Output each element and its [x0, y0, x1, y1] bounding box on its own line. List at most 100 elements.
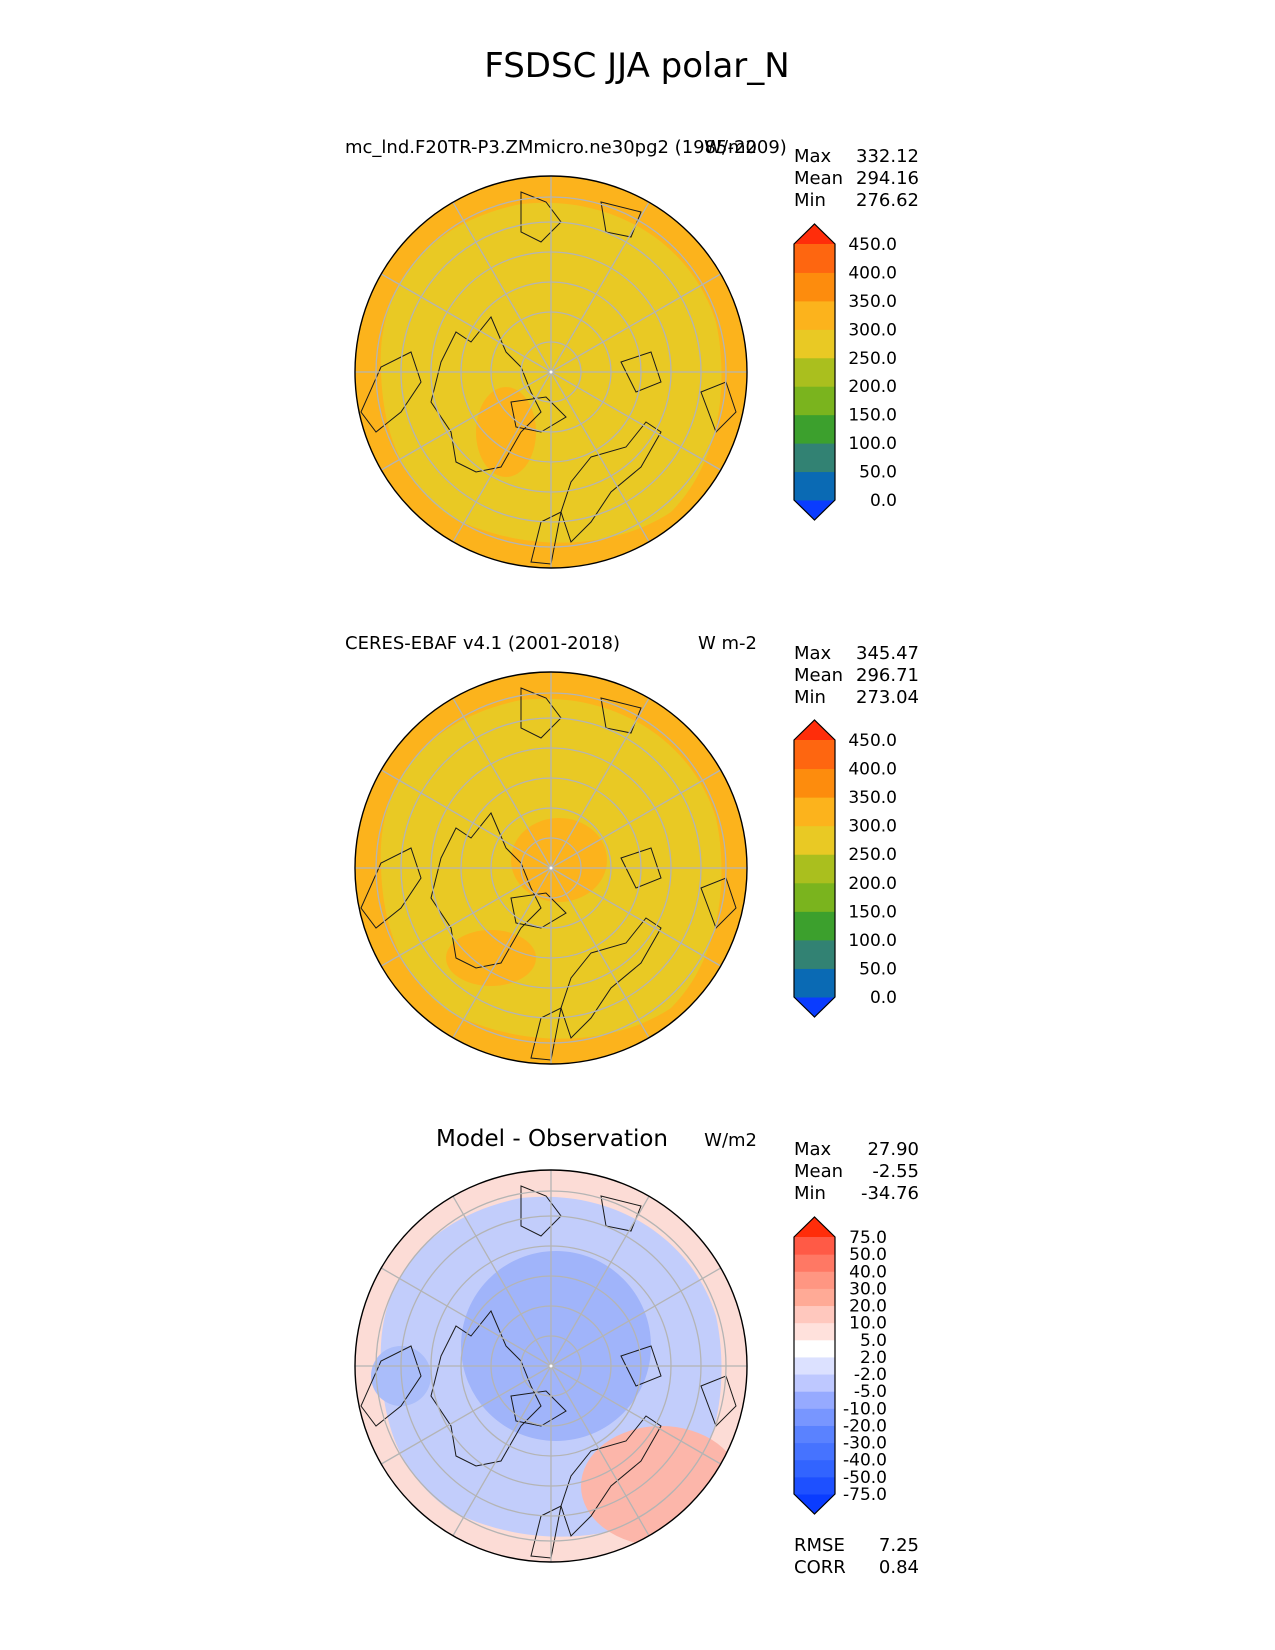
colorbar-segment: [794, 825, 835, 855]
meridian-4: [452, 867, 552, 1039]
colorbar-segment: [794, 768, 835, 798]
colorbar-segment: [794, 1391, 835, 1409]
coastline-1: [510, 1390, 567, 1427]
colorbar-tick-label: -2.0: [854, 1365, 887, 1385]
colorbar-tick-label: 450.0: [848, 235, 897, 255]
north-pole: [549, 1364, 553, 1368]
coastline-4: [620, 1345, 662, 1387]
colorbar-segment: [794, 1356, 835, 1375]
coastline-1: [510, 396, 567, 433]
colorbar-extend-max: [794, 224, 835, 244]
colorbar-segment: [794, 443, 835, 473]
panel-1-stat-mean-label: Mean: [794, 168, 843, 189]
coastline-0: [430, 1310, 542, 1467]
coastline-4: [620, 351, 662, 393]
colorbar-tick-label: -30.0: [843, 1434, 887, 1454]
colorbar-extend-min: [794, 1494, 835, 1514]
colorbar-outline: [793, 223, 836, 521]
colorbar-tick-label: 200.0: [848, 377, 897, 397]
panel-3-map: [354, 1169, 748, 1563]
panel-3-rmse-value: 7.25: [879, 1535, 919, 1556]
coastline-0: [430, 812, 542, 969]
meridian-11: [550, 769, 722, 869]
panel-2-title: CERES-EBAF v4.1 (2001-2018): [345, 633, 620, 654]
colorbar-segment: [794, 1305, 835, 1324]
panel-1-units: W/m2: [704, 137, 757, 158]
colorbar-segment: [794, 1442, 835, 1461]
meridian-5: [380, 1365, 552, 1465]
meridian-10: [550, 697, 650, 869]
colorbar-tick-label: 100.0: [848, 434, 897, 454]
colorbar-segment: [794, 1408, 835, 1426]
coastline-2: [560, 917, 662, 1039]
meridian-10: [550, 1195, 650, 1367]
colorbar-segment: [794, 1374, 835, 1392]
panel-1-stat-min-value: 276.62: [856, 190, 919, 211]
panel-3-rmse-label: RMSE: [794, 1535, 845, 1556]
colorbar-extend-max: [794, 1217, 835, 1237]
colorbar-segment: [794, 1271, 835, 1289]
panel-2-map: [354, 671, 748, 1065]
colorbar-segment: [794, 854, 835, 884]
meridian-7: [380, 1267, 552, 1367]
colorbar-outline: [793, 719, 836, 1018]
panel-2-stats: Max 345.47 Mean 296.71 Min 273.04: [794, 643, 919, 708]
colorbar-tick-label: 150.0: [848, 406, 897, 426]
colorbar-segment: [794, 911, 835, 941]
colorbar-tick-label: 250.0: [848, 349, 897, 369]
north-pole: [549, 370, 553, 374]
map-boundary: [354, 671, 748, 1065]
meridian-1: [550, 1365, 722, 1465]
panel-2-colorbar: 0.0 50.0 100.0 150.0 200.0 250.0 300.0 350.0 400…: [793, 719, 897, 1018]
panel-1-stat-max-label: Max: [794, 146, 832, 167]
colorbar-tick-label: 150.0: [848, 902, 897, 922]
meridian-11: [550, 1267, 722, 1367]
colorbar-segment: [794, 1237, 835, 1255]
field-greenland-maximum: [476, 387, 536, 477]
panel-1-stat-max-value: 332.12: [856, 146, 919, 167]
coastline-0: [430, 316, 542, 473]
meridian-1: [550, 371, 722, 471]
meridian-8: [452, 201, 552, 373]
panel-3-colorbar: -75.0-50.0-40.0-30.0-20.0-10.0-5.0-2.02.…: [793, 1216, 887, 1515]
panel-1-colorbar: 0.0 50.0 100.0 150.0 200.0 250.0 300.0 350.0 400…: [793, 223, 897, 521]
panel-3-stat-max-label: Max: [794, 1139, 832, 1160]
meridian-10: [550, 201, 650, 373]
colorbar-tick-label: 50.0: [859, 959, 897, 979]
colorbar-outline: [793, 1216, 836, 1515]
panel-3: Model - Observation W/m2 Max 27.90 Mean …: [354, 1126, 919, 1578]
panel-2: CERES-EBAF v4.1 (2001-2018) W m-2 Max 34…: [345, 633, 919, 1065]
coastline-4: [620, 847, 662, 889]
panel-1: mc_lnd.F20TR-P3.ZMmicro.ne30pg2 (1985-20…: [345, 137, 919, 569]
meridian-11: [550, 273, 722, 373]
panel-3-stat-max-value: 27.90: [867, 1139, 919, 1160]
coastline-1: [510, 892, 567, 929]
colorbar-tick-label: 400.0: [848, 263, 897, 283]
map-boundary: [354, 1169, 748, 1563]
colorbar-segment: [794, 740, 835, 770]
meridian-5: [380, 371, 552, 471]
meridian-2: [550, 371, 650, 543]
colorbar-tick-label: -5.0: [854, 1382, 887, 1402]
panel-2-stat-mean-value: 296.71: [856, 665, 919, 686]
colorbar-extend-min: [794, 500, 835, 520]
colorbar-segment: [794, 882, 835, 912]
panel-3-corr-label: CORR: [794, 1557, 846, 1578]
meridian-4: [452, 371, 552, 543]
colorbar-segment: [794, 1322, 835, 1341]
colorbar-tick-label: 75.0: [849, 1228, 887, 1248]
colorbar-tick-label: 50.0: [859, 463, 897, 483]
colorbar-tick-label: 400.0: [848, 760, 897, 780]
colorbar-tick-label: 10.0: [849, 1314, 887, 1334]
colorbar-segment: [794, 300, 835, 330]
field-central-negative: [461, 1251, 651, 1441]
colorbar-extend-max: [794, 720, 835, 740]
colorbar-segment: [794, 357, 835, 387]
meridian-8: [452, 697, 552, 869]
panel-3-stat-mean-value: -2.55: [872, 1161, 919, 1182]
panel-2-units: W m-2: [698, 633, 757, 654]
meridian-5: [380, 867, 552, 967]
coastline-3: [700, 877, 737, 929]
colorbar-segment: [794, 329, 835, 359]
colorbar-tick-label: 200.0: [848, 874, 897, 894]
